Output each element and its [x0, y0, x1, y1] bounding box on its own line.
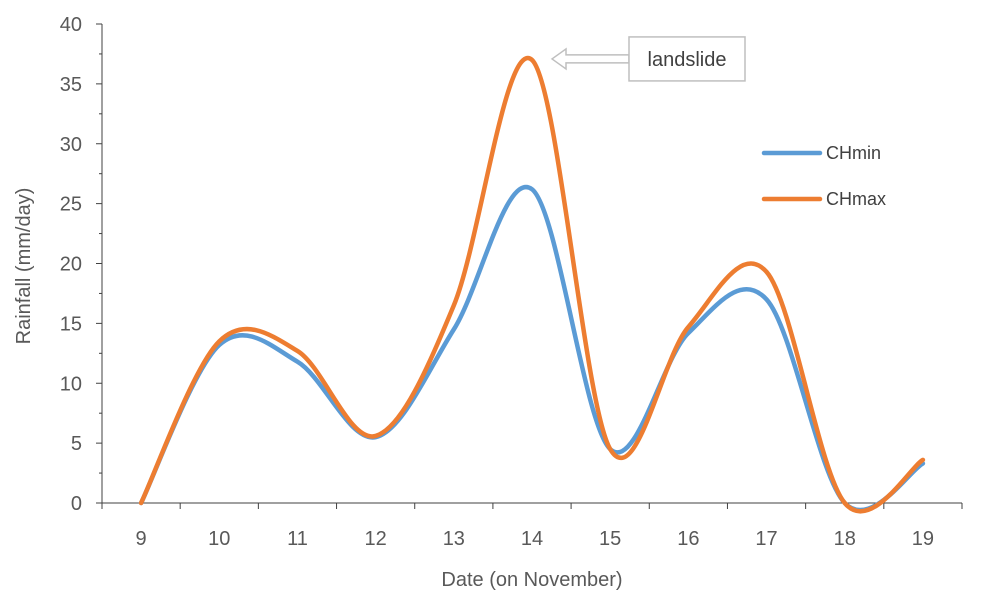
series-lines: [138, 55, 926, 514]
x-tick-label: 17: [755, 528, 777, 550]
x-tick-label: 9: [136, 528, 147, 550]
y-axis: 0 5 10 15 20 25 30 35 40: [60, 14, 103, 515]
legend-label-chmax: CHmax: [826, 189, 886, 209]
y-tick-label: 0: [71, 493, 82, 515]
x-axis: 9 10 11 12 13 14 15 16 17 18 19: [101, 502, 963, 550]
x-tick-label: 19: [912, 528, 934, 550]
annotations: landslide: [550, 36, 746, 82]
annotation-label: landslide: [648, 49, 727, 71]
y-axis-title: Rainfall (mm/day): [13, 188, 35, 345]
legend: CHmin CHmax: [761, 143, 886, 209]
x-tick-label: 13: [443, 528, 465, 550]
series-line-chmin: [138, 184, 926, 513]
annotation-box: [628, 36, 746, 82]
y-tick-label: 5: [71, 433, 82, 455]
legend-label-chmin: CHmin: [826, 143, 881, 163]
x-tick-label: 11: [287, 528, 308, 550]
y-tick-label: 35: [60, 74, 82, 96]
x-tick-label: 15: [599, 528, 621, 550]
y-tick-label: 10: [60, 373, 82, 395]
annotation-arrow: [550, 47, 630, 71]
x-tick-label: 14: [521, 528, 543, 550]
series-line-chmax: [138, 55, 926, 514]
x-tick-label: 10: [208, 528, 230, 550]
x-tick-label: 18: [834, 528, 856, 550]
y-tick-label: 15: [60, 313, 82, 335]
y-tick-label: 25: [60, 194, 82, 216]
y-tick-label: 30: [60, 134, 82, 156]
x-tick-label: 12: [365, 528, 387, 550]
y-tick-label: 20: [60, 254, 82, 276]
x-tick-label: 16: [677, 528, 699, 550]
x-axis-title: Date (on November): [441, 569, 622, 591]
y-tick-label: 40: [60, 14, 82, 36]
